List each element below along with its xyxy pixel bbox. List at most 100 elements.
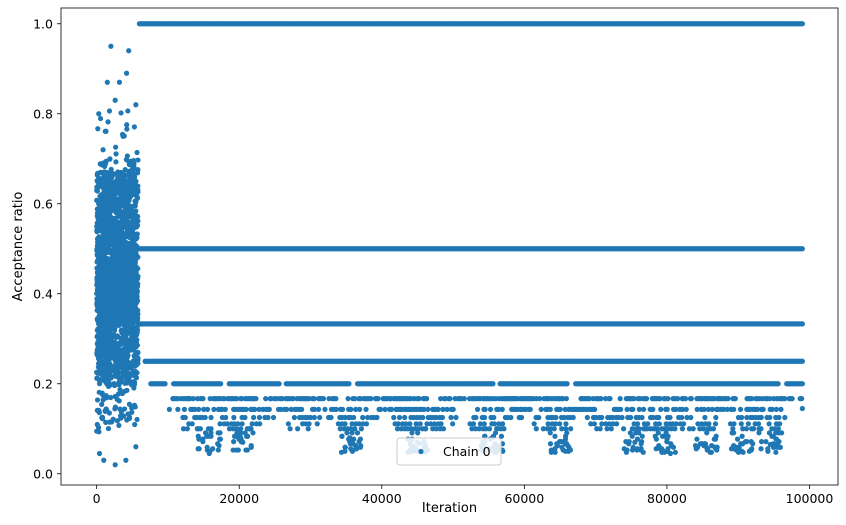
data-point [536,414,542,421]
data-point [99,390,105,396]
data-point [197,426,203,432]
data-point [697,426,703,432]
data-point [284,406,290,412]
data-point [135,265,141,272]
data-point [732,396,738,402]
data-point [231,414,237,421]
data-point [95,126,101,132]
data-point [684,414,690,421]
data-point [665,396,671,402]
data-point [799,381,805,387]
data-point [766,421,772,427]
data-point [100,160,106,166]
data-point [508,414,514,421]
data-point [398,426,404,432]
data-point [195,446,201,452]
data-point [518,414,525,421]
data-point [205,433,212,439]
data-point [782,414,788,421]
data-point [690,426,696,432]
data-point [758,414,764,421]
data-point [217,430,223,436]
data-point [645,421,651,427]
data-point [234,396,240,402]
data-point [552,421,559,427]
data-point [278,406,284,412]
data-point [116,398,122,404]
data-point [598,396,604,402]
data-point [617,396,623,402]
data-point [117,386,123,393]
data-point [233,433,239,439]
data-point [758,439,765,445]
data-point [250,430,256,436]
data-point [739,433,745,439]
data-point [655,430,661,436]
data-point [492,430,499,436]
data-point [799,396,805,402]
data-point [351,414,357,421]
data-point [673,421,679,427]
data-point [699,421,705,427]
data-point [204,406,211,412]
data-point [672,426,678,432]
data-point [620,426,627,432]
data-point [439,414,446,421]
data-point [235,421,241,427]
data-point [96,381,103,387]
data-point [629,433,635,439]
data-point [763,439,769,445]
data-point [104,182,110,188]
data-point [94,227,100,233]
data-point [110,331,117,338]
data-point [348,426,354,432]
data-point [175,406,181,412]
data-point [564,381,570,387]
data-point [311,406,318,412]
data-point [328,414,334,421]
data-point [657,396,663,402]
data-point [704,430,710,436]
data-point [630,406,636,412]
data-point [115,391,121,397]
data-point [636,406,642,412]
data-point [597,426,603,432]
data-point [122,388,128,394]
data-point [113,159,119,165]
data-point [482,406,488,412]
data-point [681,421,687,427]
data-point [409,430,415,436]
data-point [668,443,675,449]
data-point [356,439,362,445]
data-point [118,413,124,419]
data-point [627,414,634,421]
data-point [132,421,138,428]
data-point [776,414,782,421]
data-point [789,396,795,402]
data-point [431,421,438,427]
data-point [499,421,506,427]
data-point [624,406,630,412]
data-point [322,406,328,412]
data-point [256,406,262,412]
data-point [133,341,139,348]
data-point [629,426,635,432]
data-point [423,426,429,432]
data-point [527,406,533,412]
data-point [767,414,773,421]
data-point [311,396,317,402]
data-point [356,421,362,427]
data-point [640,449,646,455]
data-point [683,406,689,412]
data-point [391,414,397,421]
data-point [490,381,496,387]
data-point [352,426,358,432]
data-point [765,446,771,452]
data-point [679,426,686,432]
data-point [396,414,403,421]
data-point [640,406,647,412]
data-point [725,396,731,402]
data-point [349,430,355,436]
data-point [99,401,105,407]
data-point [106,108,113,114]
